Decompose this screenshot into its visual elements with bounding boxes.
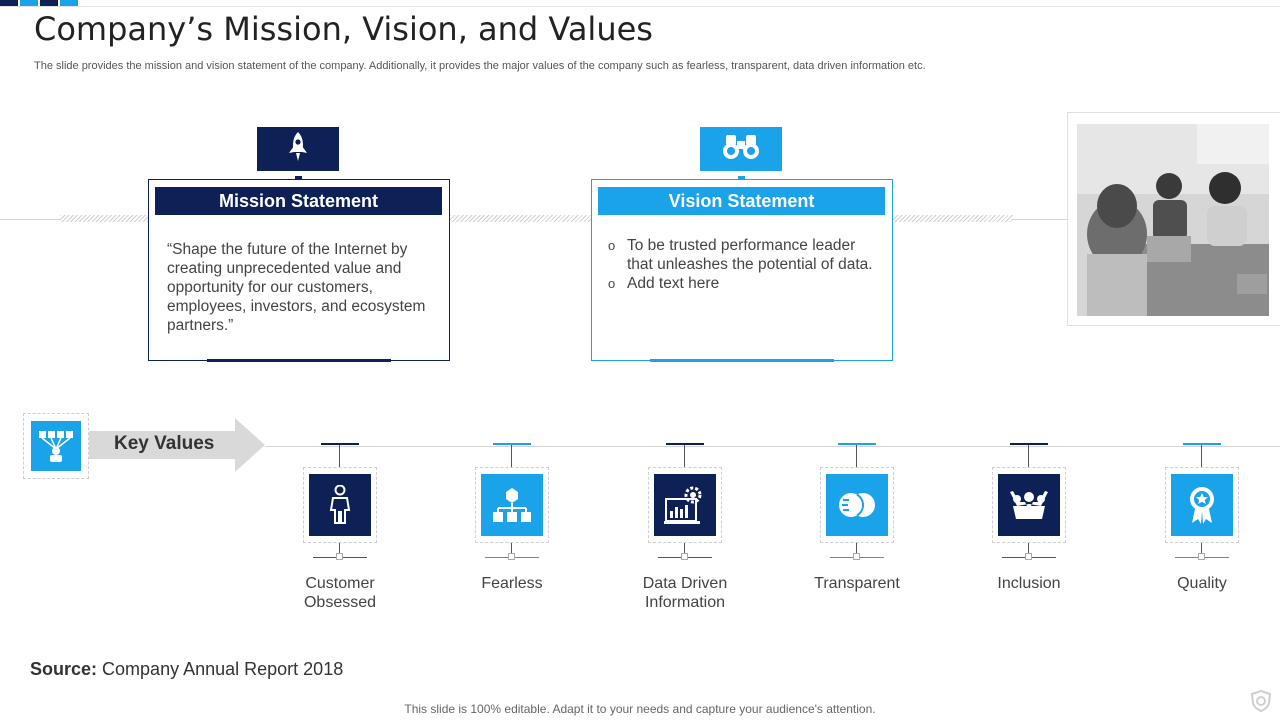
organization-icon — [31, 421, 81, 471]
value-stem-bottom — [511, 543, 512, 557]
values-guide-line — [265, 446, 1280, 447]
value-stem — [856, 445, 857, 467]
value-stem-bottom — [339, 543, 340, 557]
hatch-right — [893, 215, 1013, 222]
team-meeting-photo — [1077, 124, 1269, 316]
value-top-bar — [493, 443, 531, 445]
mission-card-accent — [207, 359, 391, 362]
value-knob — [1198, 553, 1205, 560]
page-title: Company’s Mission, Vision, and Values — [34, 10, 653, 48]
value-label: Transparent — [814, 575, 900, 592]
source-label: Source: — [30, 659, 98, 679]
value-label: Customer Obsessed — [303, 575, 377, 611]
value-stem — [1201, 445, 1202, 467]
value-stem-bottom — [1028, 543, 1029, 557]
hatch-left — [60, 215, 148, 222]
value-stem-bottom — [684, 543, 685, 557]
value-stem — [339, 445, 340, 467]
value-icon-frame — [820, 467, 894, 543]
value-top-bar — [666, 443, 704, 445]
value-top-bar — [321, 443, 359, 445]
value-knob — [336, 553, 343, 560]
value-stem — [1028, 445, 1029, 467]
value-label: Fearless — [481, 575, 543, 592]
source-text: Company Annual Report 2018 — [102, 659, 344, 679]
value-knob — [508, 553, 515, 560]
rocket-icon — [287, 131, 309, 168]
value-stem-bottom — [1201, 543, 1202, 557]
hierarchy-icon — [481, 474, 543, 536]
page-subtitle: The slide provides the mission and visio… — [34, 60, 926, 72]
footer-note: This slide is 100% editable. Adapt it to… — [404, 702, 876, 716]
key-values-arrow — [89, 418, 265, 472]
statement-guide-line — [0, 219, 60, 220]
value-stem — [684, 445, 685, 467]
vision-bullet: To be trusted performance leader that un… — [608, 236, 878, 274]
value-icon-frame — [992, 467, 1066, 543]
hatch-middle — [450, 215, 591, 222]
value-icon-frame — [648, 467, 722, 543]
value-stem-bottom — [856, 543, 857, 557]
vision-icon-tab — [700, 127, 782, 171]
value-top-bar — [1010, 443, 1048, 445]
quality-badge-icon — [1171, 474, 1233, 536]
vision-card-accent — [650, 359, 834, 362]
value-stem — [511, 445, 512, 467]
value-top-bar — [838, 443, 876, 445]
value-icon-frame — [1165, 467, 1239, 543]
data-analytics-icon — [654, 474, 716, 536]
source-note: Source: Company Annual Report 2018 — [30, 659, 343, 680]
vision-statement-card: Vision Statement To be trusted performan… — [591, 179, 893, 362]
group-hug-icon — [998, 474, 1060, 536]
vision-statement-list: To be trusted performance leader that un… — [608, 236, 878, 293]
value-icon-frame — [303, 467, 377, 543]
value-label: Inclusion — [997, 575, 1061, 592]
photo-frame — [1067, 112, 1280, 326]
top-divider — [0, 6, 1280, 7]
vision-statement-heading: Vision Statement — [598, 187, 885, 215]
value-icon-frame — [475, 467, 549, 543]
value-top-bar — [1183, 443, 1221, 445]
key-values-icon-frame — [23, 413, 89, 479]
binoculars-icon — [721, 133, 761, 166]
statement-guide-line-right — [1013, 219, 1067, 220]
mission-statement-text: “Shape the future of the Internet by cre… — [167, 241, 426, 334]
mission-statement-card: Mission Statement “Shape the future of t… — [148, 179, 450, 362]
shield-logo-icon — [1250, 689, 1272, 713]
value-label: Quality — [1177, 575, 1227, 592]
mission-icon-tab — [257, 127, 339, 171]
person-icon — [309, 474, 371, 536]
value-label: Data Driven Information — [642, 575, 728, 611]
mission-statement-heading: Mission Statement — [155, 187, 442, 215]
value-knob — [681, 553, 688, 560]
top-accent — [0, 0, 80, 6]
key-values-label: Key Values — [114, 433, 215, 454]
transparent-circles-icon — [826, 474, 888, 536]
value-knob — [1025, 553, 1032, 560]
value-knob — [853, 553, 860, 560]
vision-bullet: Add text here — [608, 274, 878, 293]
